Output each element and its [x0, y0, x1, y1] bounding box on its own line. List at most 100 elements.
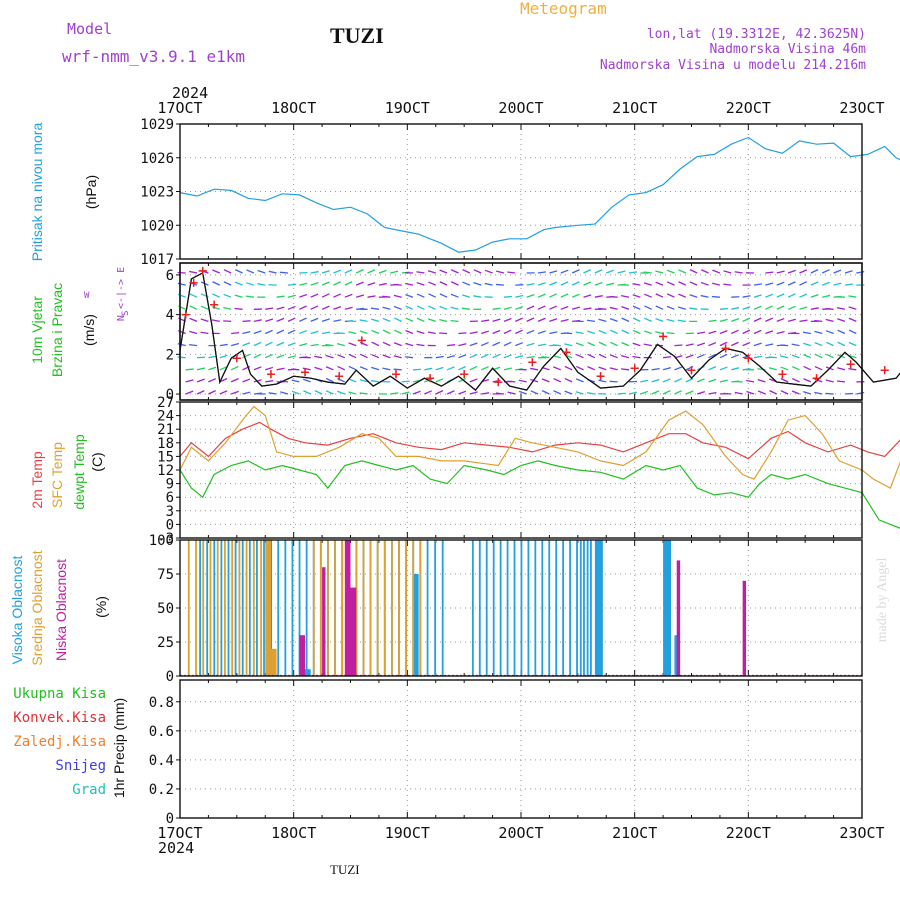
wind-arrow — [504, 330, 511, 333]
temp-ylabel-1: 2m Temp — [29, 451, 45, 509]
wind-arrow — [765, 344, 773, 346]
wind-arrow — [674, 379, 681, 382]
wind-arrow — [504, 319, 511, 322]
wind-arrow — [265, 308, 273, 309]
wind-arrow — [837, 308, 845, 310]
wind-arrow — [190, 318, 197, 321]
wind-arrow — [834, 283, 842, 285]
wind-arrow — [436, 367, 444, 369]
wind-arrow — [371, 381, 379, 382]
wind-arrow — [458, 391, 465, 394]
wind-arrow — [584, 282, 591, 285]
wind-arrow — [799, 294, 806, 297]
cloud-bar — [500, 540, 502, 676]
wind-arrow — [428, 294, 435, 297]
cloud-unit: (%) — [93, 596, 109, 618]
wind-arrow — [178, 272, 186, 273]
wind-arrow — [508, 392, 516, 394]
time-label-bottom: 19OCT — [385, 824, 430, 842]
wind-unit: (m/s) — [81, 314, 97, 346]
wind-arrow — [288, 295, 296, 297]
cloud-bar — [521, 540, 523, 676]
wind-arrow — [277, 355, 285, 358]
wind-arrow — [371, 319, 379, 321]
wind-arrow — [288, 343, 296, 346]
wind-arrow — [470, 343, 478, 346]
cloud-bar — [493, 540, 495, 676]
wind-arrow — [723, 284, 731, 285]
wind-arrow — [815, 367, 822, 370]
cloud-bar — [391, 540, 393, 676]
wind-arrow — [178, 344, 186, 346]
wind-arrow — [811, 270, 818, 273]
wind-arrow — [553, 367, 560, 370]
time-label-top: 20OCT — [498, 99, 543, 117]
wind-arrow — [549, 282, 556, 285]
wind-arrow — [223, 308, 231, 310]
wind-arrow — [224, 294, 232, 297]
wind-arrow — [720, 354, 727, 357]
legend-entry: Zaledj.Kisa — [13, 734, 106, 750]
wind-arrow — [413, 391, 421, 394]
wind-arrow — [697, 343, 705, 345]
cloud-bar — [345, 540, 351, 676]
wind-arrow — [231, 391, 239, 394]
y-tick-label: 27 — [157, 395, 174, 411]
wind-arrow — [815, 343, 822, 346]
series-line-temperature-0 — [180, 422, 900, 458]
wind-arrow — [481, 367, 488, 370]
wind-arrow — [780, 356, 788, 358]
wind-arrow — [599, 367, 607, 370]
wind-arrow — [701, 270, 708, 273]
wind-arrow — [507, 272, 515, 273]
wind-arrow — [360, 320, 368, 321]
wind-arrow — [405, 284, 413, 286]
wind-arrow — [666, 333, 674, 334]
wind-arrow — [299, 294, 307, 297]
wind-arrow — [447, 356, 455, 358]
wind-arrow — [485, 283, 493, 285]
wind-arrow — [822, 295, 830, 297]
wind-arrow — [549, 271, 557, 273]
wind-arrow — [212, 320, 220, 322]
wind-arrow — [440, 294, 447, 297]
wind-arrow — [690, 282, 697, 285]
wind-arrow — [371, 367, 379, 369]
wind-arrow — [383, 330, 390, 333]
wind-arrow — [667, 319, 675, 321]
cloud-bar — [195, 540, 197, 676]
wind-arrow — [345, 282, 352, 285]
wind-arrow — [652, 380, 660, 382]
wind-arrow — [538, 283, 546, 285]
wind-arrow — [417, 306, 424, 309]
wind-arrow — [345, 307, 353, 309]
wind-arrow — [311, 345, 319, 346]
wind-arrow — [224, 282, 231, 285]
wind-arrow — [246, 296, 254, 297]
cloud-bar — [299, 635, 305, 676]
wind-arrow — [451, 282, 458, 285]
wind-arrow — [610, 297, 618, 298]
wind-arrow — [644, 318, 651, 321]
wind-arrow — [769, 357, 777, 358]
wind-arrow — [527, 295, 535, 298]
wind-arrow — [803, 343, 811, 345]
wind-arrow — [735, 272, 743, 273]
wind-arrow — [371, 308, 379, 309]
panels: 101710201023102610290246-303691215182124… — [140, 117, 900, 827]
cloud-bar — [292, 540, 294, 676]
wind-arrow — [678, 270, 685, 273]
wind-arrows — [178, 263, 900, 400]
wind-arrow — [530, 368, 538, 369]
y-tick-label: 0.2 — [149, 782, 174, 798]
wind-arrow — [470, 366, 477, 369]
wind-arrow — [246, 283, 254, 285]
wind-arrow — [189, 271, 197, 273]
wind-arrow — [655, 271, 663, 273]
wind-arrow — [527, 330, 534, 333]
wind-arrow — [689, 308, 697, 309]
wind-arrow — [333, 320, 341, 322]
wind-arrow — [265, 342, 272, 345]
wind-arrow — [292, 380, 300, 382]
